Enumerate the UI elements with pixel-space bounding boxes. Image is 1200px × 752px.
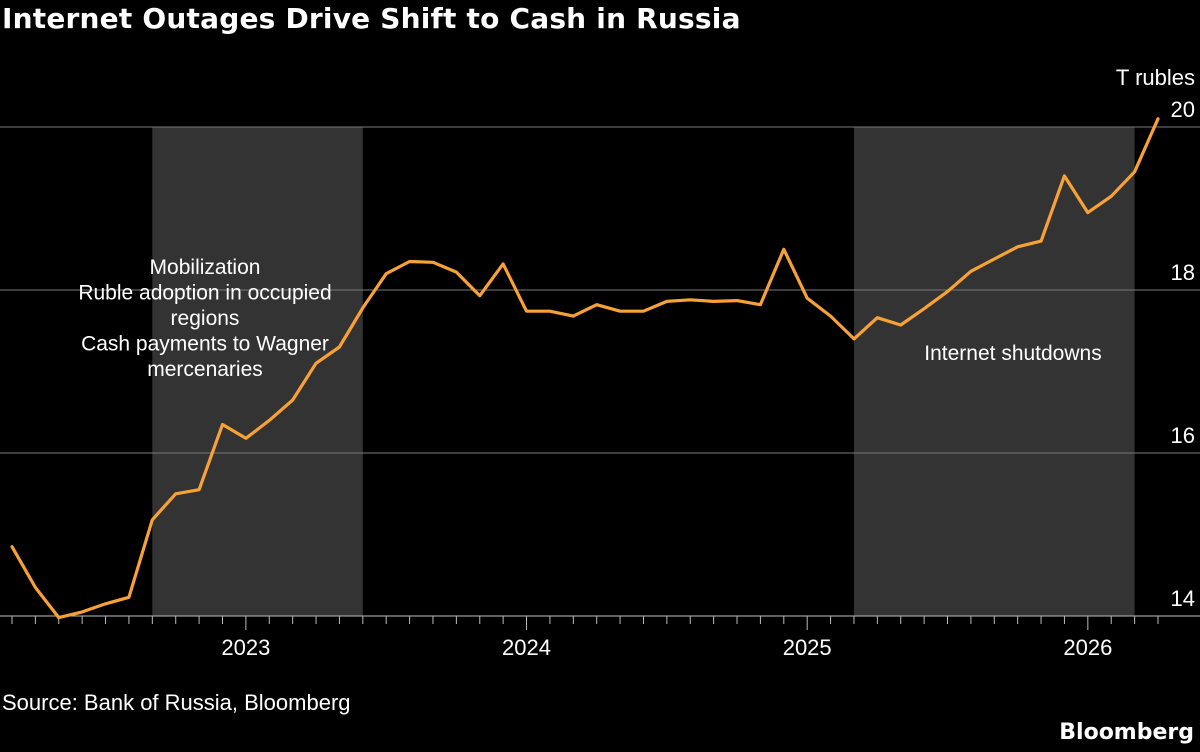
y-tick-label: 18 [1171, 260, 1195, 285]
chart: 2023 2024 2025 2026 Mobilization Ruble adopt… [0, 65, 1200, 660]
x-tick-label: 2024 [502, 635, 551, 660]
y-tick-label: 16 [1171, 423, 1195, 448]
x-tick-label: 2023 [221, 635, 270, 660]
chart-title: Internet Outages Drive Shift to Cash in … [2, 2, 741, 35]
shaded-period-1-label: Cash payments to Wagner [81, 333, 329, 356]
bloomberg-logo: Bloomberg [1059, 720, 1194, 745]
shaded-period-2 [853, 127, 1135, 616]
shaded-period-1-label: regions [171, 307, 240, 330]
x-tick-label: 2025 [783, 635, 832, 660]
cash-series-line [10, 117, 1160, 620]
shaded-period-1-label: Ruble adoption in occupied [78, 282, 331, 305]
shaded-period-1-label: mercenaries [147, 358, 263, 381]
y-unit-label: T rubles [1116, 65, 1195, 90]
source-note: Source: Bank of Russia, Bloomberg [2, 690, 351, 715]
shaded-period-2-label: Internet shutdowns [924, 342, 1101, 365]
y-tick-label: 14 [1171, 586, 1195, 611]
shaded-period-1-label: Mobilization [150, 256, 261, 279]
y-tick-label: 20 [1171, 97, 1195, 122]
x-tick-label: 2026 [1063, 635, 1112, 660]
shaded-period-1 [152, 127, 363, 616]
